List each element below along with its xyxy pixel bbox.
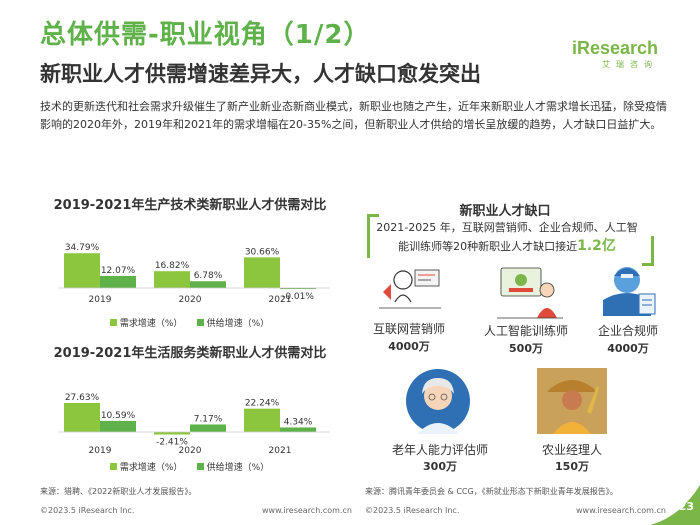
category-label: 2020 bbox=[179, 295, 202, 305]
bar bbox=[280, 427, 316, 432]
legend-supply-label: 供给增速（%） bbox=[206, 463, 270, 473]
data-label: 16.82% bbox=[155, 261, 190, 271]
gap-highlight: 1.2亿 bbox=[577, 238, 616, 254]
chart1-legend: 需求增速（%） 供给增速（%） bbox=[110, 316, 269, 329]
data-label: 6.78% bbox=[194, 271, 223, 281]
ai-trainer-icon bbox=[497, 267, 563, 319]
footer-url-left[interactable]: www.iresearch.com.cn bbox=[262, 506, 352, 515]
page-subtitle: 新职业人才供需增速差异大，人才缺口愈发突出 bbox=[40, 62, 481, 86]
bar bbox=[154, 271, 190, 288]
chart1-plot: 34.79% 12.07% 2019 16.82% 6.78% 2020 30.66% -0.… bbox=[58, 243, 330, 305]
intro-paragraph: 技术的更新迭代和社会需求升级催生了新产业新业态新商业模式，新职业也随之产生，近年… bbox=[40, 100, 667, 131]
category-label: 2020 bbox=[179, 446, 202, 456]
bar bbox=[190, 424, 226, 432]
page-number-badge: 23 bbox=[650, 485, 700, 525]
role-value: 150万 bbox=[555, 460, 589, 473]
footer-copyright-right: ©2023.5 iResearch Inc. bbox=[365, 506, 460, 515]
gap-title: 新职业人才缺口 bbox=[459, 204, 551, 219]
bar bbox=[154, 432, 190, 435]
chart2-legend: 需求增速（%） 供给增速（%） bbox=[110, 460, 269, 473]
data-label: -2.41% bbox=[156, 438, 188, 448]
farmer-icon bbox=[537, 368, 607, 434]
logo-sub-text: 艾瑞咨询 bbox=[602, 60, 658, 69]
role-name: 企业合规师 bbox=[597, 324, 658, 338]
data-label: 10.59% bbox=[101, 411, 136, 421]
footer-url-right[interactable]: www.iresearch.com.cn bbox=[576, 506, 666, 515]
role-value: 500万 bbox=[509, 342, 543, 355]
chart1-title: 2019-2021年生产技术类新职业人才供需对比 bbox=[53, 198, 327, 213]
bar bbox=[100, 420, 136, 432]
data-label: 12.07% bbox=[101, 266, 136, 276]
role-value: 4000万 bbox=[607, 342, 649, 355]
chart2-plot: 27.63%10.59% 2019 -2.41% 7.17% 2020 22.24% 4.3… bbox=[58, 393, 330, 456]
category-label: 2019 bbox=[89, 295, 112, 305]
bar bbox=[244, 257, 280, 288]
elderly-icon bbox=[406, 369, 470, 434]
legend-demand-label: 需求增速（%） bbox=[119, 463, 183, 473]
logo-main-text: iResearch bbox=[571, 38, 658, 58]
marketing-icon bbox=[379, 269, 441, 309]
data-label: 7.17% bbox=[194, 414, 223, 424]
gap-text-prefix: 2021-2025 年，互联网营销师、企业合规师、人工智能训练师等20种新职业人… bbox=[376, 221, 638, 253]
legend-demand-swatch bbox=[110, 463, 117, 470]
bar bbox=[100, 275, 136, 288]
category-label: 2021 bbox=[269, 295, 292, 305]
footer-copyright-left: ©2023.5 iResearch Inc. bbox=[40, 506, 135, 515]
data-label: 27.63% bbox=[65, 393, 100, 403]
bracket-right bbox=[642, 236, 654, 266]
role-name: 人工智能训练师 bbox=[483, 324, 568, 338]
bar bbox=[280, 288, 316, 289]
category-label: 2019 bbox=[89, 446, 112, 456]
bar bbox=[244, 408, 280, 432]
legend-supply-swatch bbox=[196, 463, 204, 470]
legend-supply-swatch bbox=[196, 319, 204, 326]
role-name: 互联网营销师 bbox=[372, 322, 445, 336]
data-label: 4.34% bbox=[284, 417, 313, 427]
bar bbox=[64, 402, 100, 432]
role-name: 老年人能力评估师 bbox=[391, 443, 488, 457]
category-label: 2021 bbox=[269, 446, 292, 456]
legend-demand-label: 需求增速（%） bbox=[119, 319, 183, 329]
gap-description: 2021-2025 年，互联网营销师、企业合规师、人工智能训练师等20种新职业人… bbox=[372, 219, 642, 256]
compliance-icon bbox=[603, 267, 656, 316]
role-value: 300万 bbox=[423, 460, 457, 473]
page-title: 总体供需-职业视角（1/2） bbox=[40, 20, 371, 50]
data-label: 30.66% bbox=[245, 247, 280, 257]
bar bbox=[64, 253, 100, 288]
source-left: 来源：猎聘、《2022新职业人才发展报告》。 bbox=[40, 487, 197, 496]
page-corner-shape bbox=[650, 485, 700, 525]
chart2-title: 2019-2021年生活服务类新职业人才供需对比 bbox=[53, 346, 327, 361]
legend-supply-label: 供给增速（%） bbox=[206, 319, 270, 329]
bar bbox=[190, 281, 226, 288]
data-label: 34.79% bbox=[65, 243, 100, 253]
iresearch-logo: iResearch 艾瑞咨询 bbox=[572, 38, 658, 70]
legend-demand-swatch bbox=[110, 319, 117, 326]
role-name: 农业经理人 bbox=[541, 443, 602, 457]
role-value: 4000万 bbox=[388, 340, 430, 353]
bracket-left bbox=[367, 214, 379, 258]
data-label: -0.01% bbox=[282, 292, 314, 302]
source-right: 来源：腾讯青年委员会 & CCG，《新就业形态下新职业青年发展报告》。 bbox=[365, 487, 618, 496]
page-number: 23 bbox=[678, 500, 694, 513]
data-label: 22.24% bbox=[245, 399, 280, 409]
